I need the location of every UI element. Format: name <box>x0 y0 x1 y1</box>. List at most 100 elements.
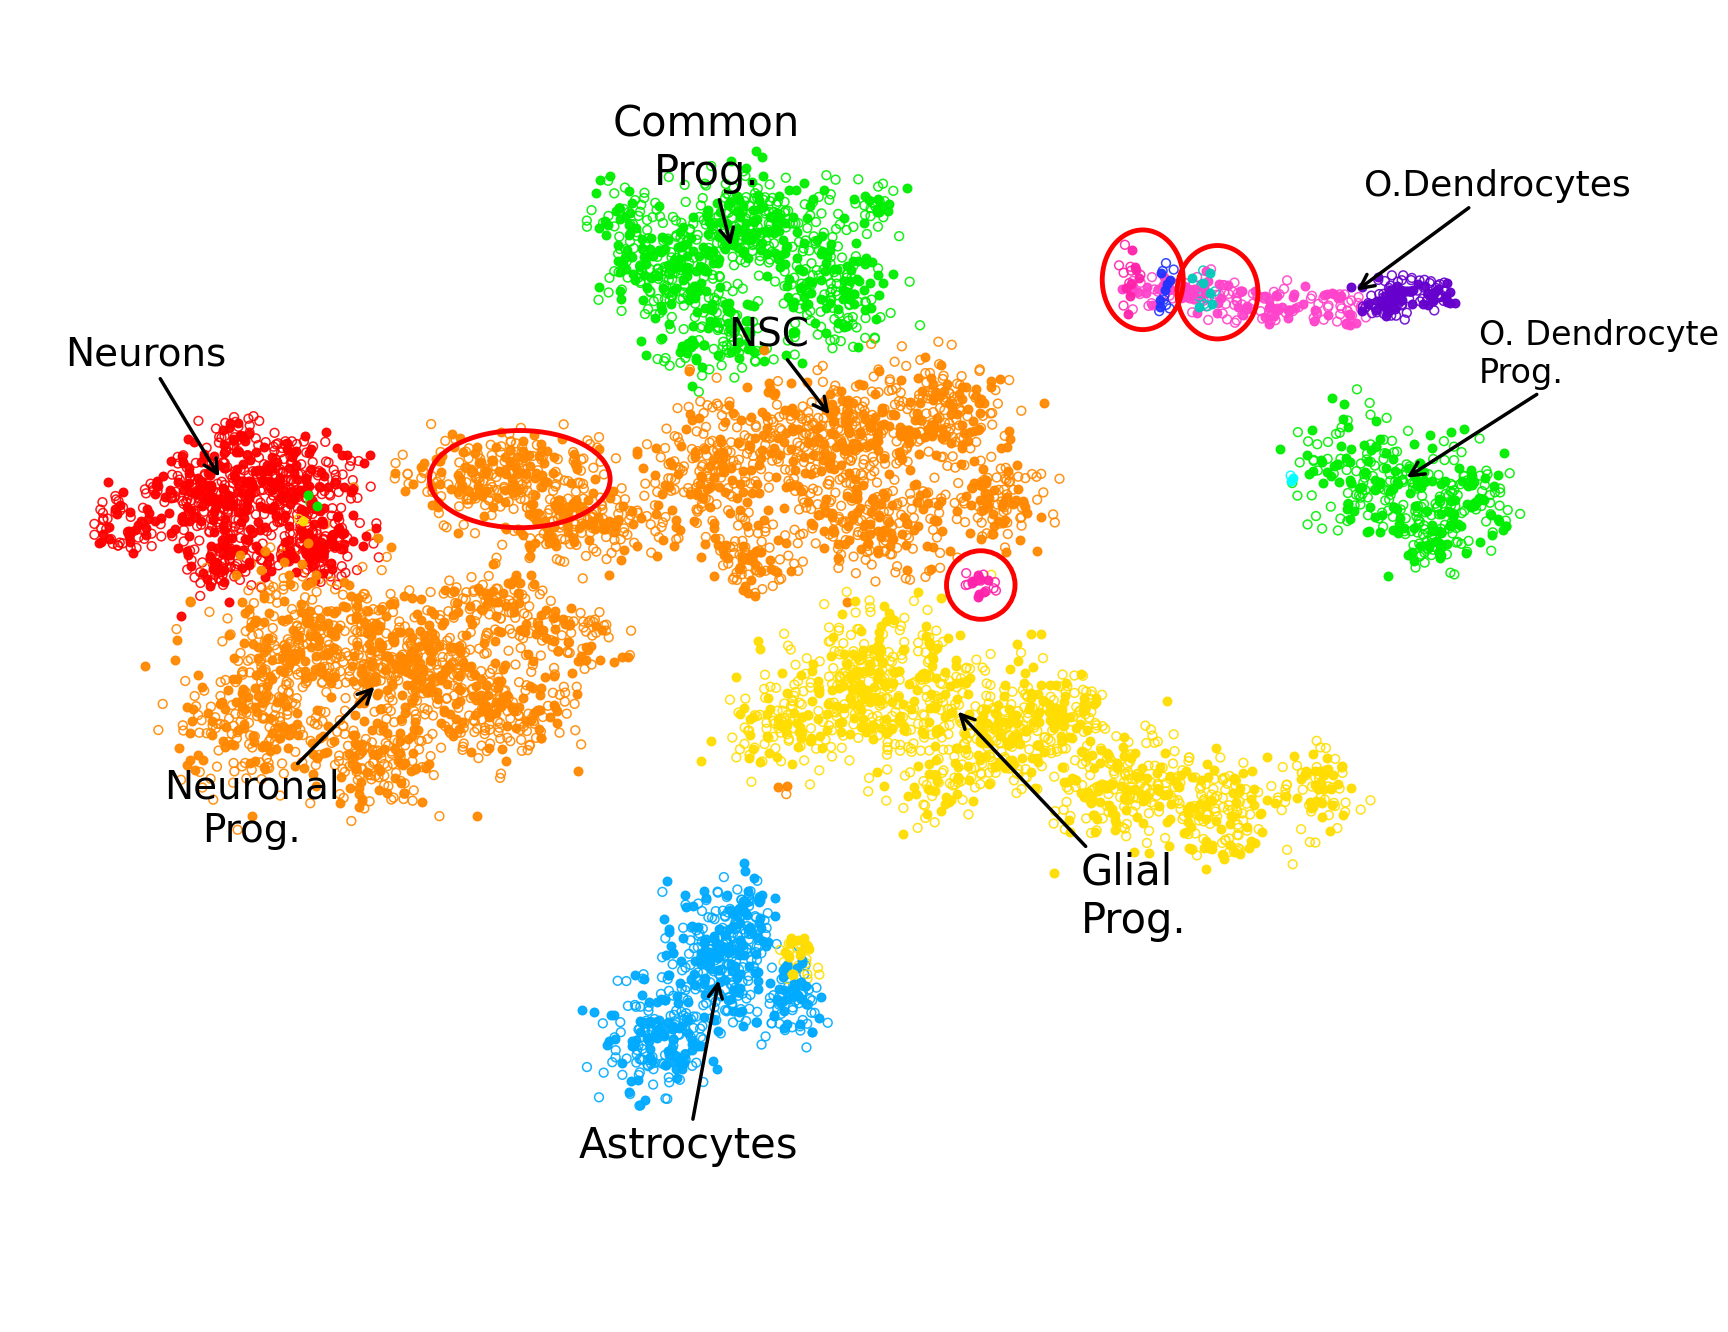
Point <box>370 657 397 678</box>
Point <box>676 358 703 380</box>
Point <box>299 614 327 635</box>
Point <box>541 657 569 678</box>
Point <box>301 617 328 638</box>
Point <box>1223 290 1251 312</box>
Point <box>197 480 225 501</box>
Point <box>667 1002 695 1023</box>
Point <box>667 212 695 233</box>
Point <box>1051 757 1078 778</box>
Point <box>1458 473 1486 494</box>
Point <box>1223 290 1251 312</box>
Point <box>608 1052 636 1074</box>
Point <box>1227 281 1255 302</box>
Point <box>651 927 679 948</box>
Point <box>1396 482 1424 503</box>
Point <box>748 233 776 254</box>
Point <box>387 709 415 730</box>
Point <box>650 1026 677 1047</box>
Point <box>651 257 679 278</box>
Point <box>855 703 883 725</box>
Point <box>886 424 914 445</box>
Point <box>275 549 302 570</box>
Point <box>707 461 734 482</box>
Point <box>1324 310 1351 332</box>
Point <box>786 971 814 992</box>
Point <box>411 703 439 725</box>
Point <box>1403 476 1431 497</box>
Point <box>200 521 228 542</box>
Point <box>793 273 821 294</box>
Point <box>235 465 263 486</box>
Point <box>423 654 451 675</box>
Point <box>648 1052 676 1074</box>
Point <box>619 514 646 535</box>
Point <box>292 511 320 533</box>
Point <box>888 449 916 470</box>
Point <box>1308 806 1336 827</box>
Point <box>859 489 886 510</box>
Point <box>764 699 791 721</box>
Point <box>912 625 940 646</box>
Point <box>378 674 406 695</box>
Point <box>705 927 733 948</box>
Point <box>311 526 339 547</box>
Point <box>342 619 370 641</box>
Point <box>121 519 149 541</box>
Point <box>857 412 885 433</box>
Point <box>356 634 384 655</box>
Point <box>772 213 800 234</box>
Point <box>734 904 762 926</box>
Point <box>596 1004 624 1026</box>
Point <box>1377 484 1405 505</box>
Point <box>900 590 928 611</box>
Point <box>821 261 848 282</box>
Point <box>745 891 772 912</box>
Point <box>722 338 750 360</box>
Point <box>358 765 385 786</box>
Point <box>662 1011 689 1032</box>
Point <box>1030 727 1058 749</box>
Point <box>1149 766 1177 787</box>
Point <box>835 400 862 421</box>
Point <box>273 719 301 741</box>
Point <box>838 426 866 448</box>
Point <box>1121 778 1149 799</box>
Point <box>584 437 612 458</box>
Point <box>465 453 492 474</box>
Point <box>845 521 873 542</box>
Point <box>249 737 276 758</box>
Point <box>779 982 807 1003</box>
Point <box>838 440 866 461</box>
Point <box>733 1011 760 1032</box>
Point <box>959 573 987 594</box>
Point <box>850 280 878 301</box>
Point <box>1350 472 1377 493</box>
Point <box>1210 787 1237 809</box>
Point <box>766 549 793 570</box>
Point <box>852 290 880 312</box>
Point <box>619 193 646 214</box>
Point <box>852 679 880 701</box>
Point <box>795 979 823 1000</box>
Point <box>199 541 226 562</box>
Point <box>297 534 325 555</box>
Point <box>916 698 943 719</box>
Point <box>1030 482 1058 503</box>
Point <box>444 662 472 683</box>
Point <box>745 919 772 940</box>
Point <box>86 500 114 521</box>
Point <box>1298 485 1325 506</box>
Point <box>1225 825 1253 846</box>
Point <box>821 482 848 503</box>
Point <box>254 675 282 697</box>
Point <box>349 535 377 557</box>
Point <box>589 212 617 233</box>
Point <box>829 436 857 457</box>
Point <box>1477 503 1505 525</box>
Point <box>299 521 327 542</box>
Point <box>574 1056 601 1078</box>
Point <box>465 702 492 723</box>
Point <box>1472 510 1500 531</box>
Point <box>230 472 257 493</box>
Point <box>629 1048 657 1070</box>
